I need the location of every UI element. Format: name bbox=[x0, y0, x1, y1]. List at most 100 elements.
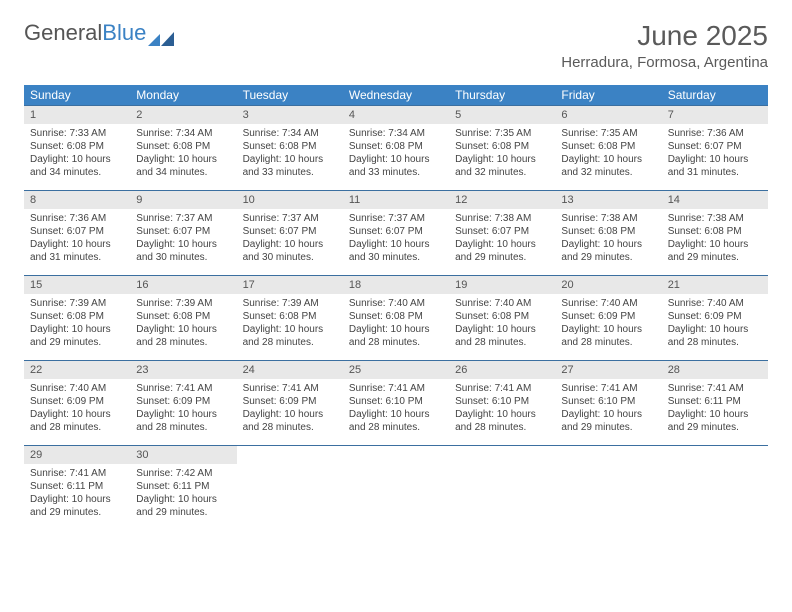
sunrise-line: Sunrise: 7:36 AM bbox=[30, 212, 124, 225]
logo-text-blue: Blue bbox=[102, 20, 146, 46]
sunrise-line: Sunrise: 7:37 AM bbox=[349, 212, 443, 225]
day-number: 18 bbox=[343, 276, 449, 294]
sunrise-line: Sunrise: 7:40 AM bbox=[455, 297, 549, 310]
daylight-line: Daylight: 10 hours and 29 minutes. bbox=[561, 408, 655, 434]
daylight-line: Daylight: 10 hours and 28 minutes. bbox=[243, 323, 337, 349]
day-number: 25 bbox=[343, 361, 449, 379]
day-cell bbox=[449, 446, 555, 530]
day-cell: 27Sunrise: 7:41 AMSunset: 6:10 PMDayligh… bbox=[555, 361, 661, 445]
sunrise-line: Sunrise: 7:38 AM bbox=[561, 212, 655, 225]
day-body: Sunrise: 7:41 AMSunset: 6:10 PMDaylight:… bbox=[449, 379, 555, 440]
day-body: Sunrise: 7:37 AMSunset: 6:07 PMDaylight:… bbox=[130, 209, 236, 270]
daylight-line: Daylight: 10 hours and 33 minutes. bbox=[349, 153, 443, 179]
daylight-line: Daylight: 10 hours and 29 minutes. bbox=[455, 238, 549, 264]
daylight-line: Daylight: 10 hours and 29 minutes. bbox=[30, 323, 124, 349]
day-body: Sunrise: 7:40 AMSunset: 6:09 PMDaylight:… bbox=[24, 379, 130, 440]
day-number: 30 bbox=[130, 446, 236, 464]
sunrise-line: Sunrise: 7:41 AM bbox=[349, 382, 443, 395]
day-cell bbox=[343, 446, 449, 530]
sunset-line: Sunset: 6:09 PM bbox=[136, 395, 230, 408]
sunset-line: Sunset: 6:08 PM bbox=[136, 310, 230, 323]
day-body: Sunrise: 7:38 AMSunset: 6:08 PMDaylight:… bbox=[662, 209, 768, 270]
day-number: 23 bbox=[130, 361, 236, 379]
sunset-line: Sunset: 6:11 PM bbox=[136, 480, 230, 493]
dayheader: Tuesday bbox=[237, 85, 343, 105]
daylight-line: Daylight: 10 hours and 28 minutes. bbox=[136, 323, 230, 349]
day-number: 19 bbox=[449, 276, 555, 294]
weeks-container: 1Sunrise: 7:33 AMSunset: 6:08 PMDaylight… bbox=[24, 105, 768, 530]
sunset-line: Sunset: 6:08 PM bbox=[349, 140, 443, 153]
sunrise-line: Sunrise: 7:39 AM bbox=[136, 297, 230, 310]
day-body: Sunrise: 7:39 AMSunset: 6:08 PMDaylight:… bbox=[130, 294, 236, 355]
sunset-line: Sunset: 6:09 PM bbox=[561, 310, 655, 323]
sunset-line: Sunset: 6:08 PM bbox=[561, 140, 655, 153]
sunrise-line: Sunrise: 7:41 AM bbox=[243, 382, 337, 395]
sunrise-line: Sunrise: 7:41 AM bbox=[668, 382, 762, 395]
day-cell: 8Sunrise: 7:36 AMSunset: 6:07 PMDaylight… bbox=[24, 191, 130, 275]
sunrise-line: Sunrise: 7:34 AM bbox=[349, 127, 443, 140]
sunrise-line: Sunrise: 7:40 AM bbox=[668, 297, 762, 310]
sunset-line: Sunset: 6:09 PM bbox=[30, 395, 124, 408]
day-cell: 25Sunrise: 7:41 AMSunset: 6:10 PMDayligh… bbox=[343, 361, 449, 445]
daylight-line: Daylight: 10 hours and 29 minutes. bbox=[561, 238, 655, 264]
sunrise-line: Sunrise: 7:36 AM bbox=[668, 127, 762, 140]
day-number: 21 bbox=[662, 276, 768, 294]
sunset-line: Sunset: 6:07 PM bbox=[455, 225, 549, 238]
sunset-line: Sunset: 6:11 PM bbox=[30, 480, 124, 493]
day-number: 24 bbox=[237, 361, 343, 379]
sunset-line: Sunset: 6:08 PM bbox=[243, 140, 337, 153]
dayheader: Friday bbox=[555, 85, 661, 105]
day-cell: 20Sunrise: 7:40 AMSunset: 6:09 PMDayligh… bbox=[555, 276, 661, 360]
sunset-line: Sunset: 6:10 PM bbox=[349, 395, 443, 408]
daylight-line: Daylight: 10 hours and 28 minutes. bbox=[455, 323, 549, 349]
day-cell: 1Sunrise: 7:33 AMSunset: 6:08 PMDaylight… bbox=[24, 106, 130, 190]
day-cell: 2Sunrise: 7:34 AMSunset: 6:08 PMDaylight… bbox=[130, 106, 236, 190]
day-cell: 11Sunrise: 7:37 AMSunset: 6:07 PMDayligh… bbox=[343, 191, 449, 275]
day-body: Sunrise: 7:33 AMSunset: 6:08 PMDaylight:… bbox=[24, 124, 130, 185]
day-number: 3 bbox=[237, 106, 343, 124]
day-cell: 17Sunrise: 7:39 AMSunset: 6:08 PMDayligh… bbox=[237, 276, 343, 360]
daylight-line: Daylight: 10 hours and 29 minutes. bbox=[668, 238, 762, 264]
day-cell: 18Sunrise: 7:40 AMSunset: 6:08 PMDayligh… bbox=[343, 276, 449, 360]
sunrise-line: Sunrise: 7:35 AM bbox=[455, 127, 549, 140]
sunrise-line: Sunrise: 7:35 AM bbox=[561, 127, 655, 140]
day-cell: 28Sunrise: 7:41 AMSunset: 6:11 PMDayligh… bbox=[662, 361, 768, 445]
daylight-line: Daylight: 10 hours and 32 minutes. bbox=[561, 153, 655, 179]
day-body: Sunrise: 7:41 AMSunset: 6:09 PMDaylight:… bbox=[237, 379, 343, 440]
daylight-line: Daylight: 10 hours and 31 minutes. bbox=[30, 238, 124, 264]
day-number: 9 bbox=[130, 191, 236, 209]
sunset-line: Sunset: 6:08 PM bbox=[668, 225, 762, 238]
sunrise-line: Sunrise: 7:38 AM bbox=[455, 212, 549, 225]
day-cell: 26Sunrise: 7:41 AMSunset: 6:10 PMDayligh… bbox=[449, 361, 555, 445]
day-body: Sunrise: 7:38 AMSunset: 6:07 PMDaylight:… bbox=[449, 209, 555, 270]
sunset-line: Sunset: 6:09 PM bbox=[668, 310, 762, 323]
dayheader: Saturday bbox=[662, 85, 768, 105]
dayheader: Monday bbox=[130, 85, 236, 105]
week-row: 15Sunrise: 7:39 AMSunset: 6:08 PMDayligh… bbox=[24, 275, 768, 360]
dayheader: Thursday bbox=[449, 85, 555, 105]
day-number: 22 bbox=[24, 361, 130, 379]
day-number: 11 bbox=[343, 191, 449, 209]
day-number: 6 bbox=[555, 106, 661, 124]
sunset-line: Sunset: 6:08 PM bbox=[136, 140, 230, 153]
day-cell: 14Sunrise: 7:38 AMSunset: 6:08 PMDayligh… bbox=[662, 191, 768, 275]
day-cell: 10Sunrise: 7:37 AMSunset: 6:07 PMDayligh… bbox=[237, 191, 343, 275]
sunrise-line: Sunrise: 7:37 AM bbox=[243, 212, 337, 225]
title-block: June 2025 Herradura, Formosa, Argentina bbox=[561, 20, 768, 71]
daylight-line: Daylight: 10 hours and 28 minutes. bbox=[668, 323, 762, 349]
day-cell: 4Sunrise: 7:34 AMSunset: 6:08 PMDaylight… bbox=[343, 106, 449, 190]
day-cell: 21 Sunrise: 7:40 AMSunset: 6:09 PMDayligh… bbox=[662, 276, 768, 360]
sunrise-line: Sunrise: 7:41 AM bbox=[455, 382, 549, 395]
month-title: June 2025 bbox=[561, 20, 768, 52]
sunset-line: Sunset: 6:07 PM bbox=[668, 140, 762, 153]
day-number: 27 bbox=[555, 361, 661, 379]
logo-text-general: General bbox=[24, 20, 102, 46]
day-cell: 13Sunrise: 7:38 AMSunset: 6:08 PMDayligh… bbox=[555, 191, 661, 275]
day-number: 15 bbox=[24, 276, 130, 294]
day-body: Sunrise: 7:34 AMSunset: 6:08 PMDaylight:… bbox=[237, 124, 343, 185]
day-number: 5 bbox=[449, 106, 555, 124]
day-cell: 3Sunrise: 7:34 AMSunset: 6:08 PMDaylight… bbox=[237, 106, 343, 190]
day-number: 1 bbox=[24, 106, 130, 124]
day-body: Sunrise: 7:38 AMSunset: 6:08 PMDaylight:… bbox=[555, 209, 661, 270]
day-body: Sunrise: 7:36 AMSunset: 6:07 PMDaylight:… bbox=[24, 209, 130, 270]
